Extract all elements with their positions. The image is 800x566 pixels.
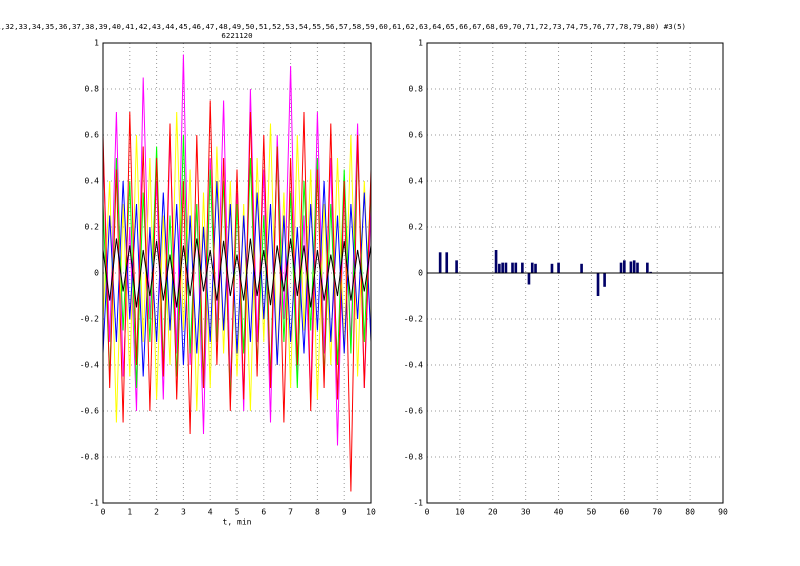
y-tick-label: 0.6 [409, 131, 424, 140]
bar [498, 263, 501, 273]
bar [629, 261, 633, 273]
y-tick-label: 0 [94, 269, 99, 278]
y-tick-label: -0.4 [404, 361, 423, 370]
x-tick-label: 80 [685, 508, 695, 517]
bar [511, 262, 514, 273]
x-tick-label: 0 [425, 508, 430, 517]
chart-subtitle: 6221120 [221, 31, 252, 40]
axes-box [426, 42, 724, 504]
x-tick-label: 20 [488, 508, 498, 517]
x-tick-label: 0 [101, 508, 106, 517]
series-line [102, 100, 372, 492]
y-tick-label: 0 [418, 269, 423, 278]
y-tick-label: -0.8 [80, 453, 99, 462]
axes-box [102, 42, 372, 504]
y-tick-label: 0.8 [409, 85, 424, 94]
bar [619, 262, 623, 273]
y-tick-label: 0.8 [85, 85, 100, 94]
x-tick-label: 30 [521, 508, 531, 517]
x-tick-label: 9 [342, 508, 347, 517]
x-tick-label: 10 [366, 508, 376, 517]
bar [550, 263, 554, 273]
bar [494, 250, 498, 273]
x-tick-label: 90 [718, 508, 728, 517]
series-line [102, 238, 372, 308]
series-line [102, 111, 372, 423]
x-tick-label: 3 [181, 508, 186, 517]
bar [623, 260, 626, 273]
y-tick-label: -1 [89, 499, 99, 508]
x-tick-label: 60 [620, 508, 630, 517]
x-tick-label: 50 [587, 508, 597, 517]
bar [527, 273, 531, 285]
y-tick-label: -0.8 [404, 453, 423, 462]
bar [504, 262, 508, 273]
bar [596, 273, 600, 296]
bar [646, 262, 649, 273]
bar [445, 252, 449, 273]
chart-title: 21,22,23,24,25,26,27,28,29,30,31,32,33,3… [0, 22, 686, 31]
bar [557, 262, 560, 273]
y-tick-label: -0.2 [404, 315, 423, 324]
x-tick-label: 10 [455, 508, 465, 517]
x-tick-label: 2 [154, 508, 159, 517]
bar [636, 262, 639, 273]
bar [521, 262, 524, 273]
bar [455, 260, 458, 273]
x-tick-label: 40 [554, 508, 564, 517]
y-tick-label: 0.2 [85, 223, 100, 232]
x-tick-label: 6 [261, 508, 266, 517]
y-tick-label: -0.6 [80, 407, 99, 416]
bar [514, 262, 518, 273]
x-tick-label: 5 [235, 508, 240, 517]
y-tick-label: -1 [413, 499, 423, 508]
y-tick-label: 1 [94, 39, 99, 48]
bar [438, 252, 442, 273]
y-tick-label: 0.4 [409, 177, 424, 186]
x-tick-label: 8 [315, 508, 320, 517]
bar [603, 273, 606, 287]
x-tick-label: 70 [652, 508, 662, 517]
y-tick-label: 0.6 [85, 131, 100, 140]
bar [534, 263, 537, 273]
y-tick-label: 0.4 [85, 177, 100, 186]
x-tick-label: 1 [127, 508, 132, 517]
series-line [102, 180, 372, 377]
y-tick-label: -0.2 [80, 315, 99, 324]
y-tick-label: -0.4 [80, 361, 99, 370]
x-axis-label: t, min [223, 518, 252, 527]
bar [649, 271, 652, 273]
bar [632, 260, 636, 273]
bar [530, 262, 534, 273]
x-tick-label: 7 [288, 508, 293, 517]
bar [580, 263, 583, 273]
x-tick-label: 4 [208, 508, 213, 517]
y-tick-label: 0.2 [409, 223, 424, 232]
y-tick-label: -0.6 [404, 407, 423, 416]
bar [501, 262, 504, 273]
y-tick-label: 1 [418, 39, 423, 48]
